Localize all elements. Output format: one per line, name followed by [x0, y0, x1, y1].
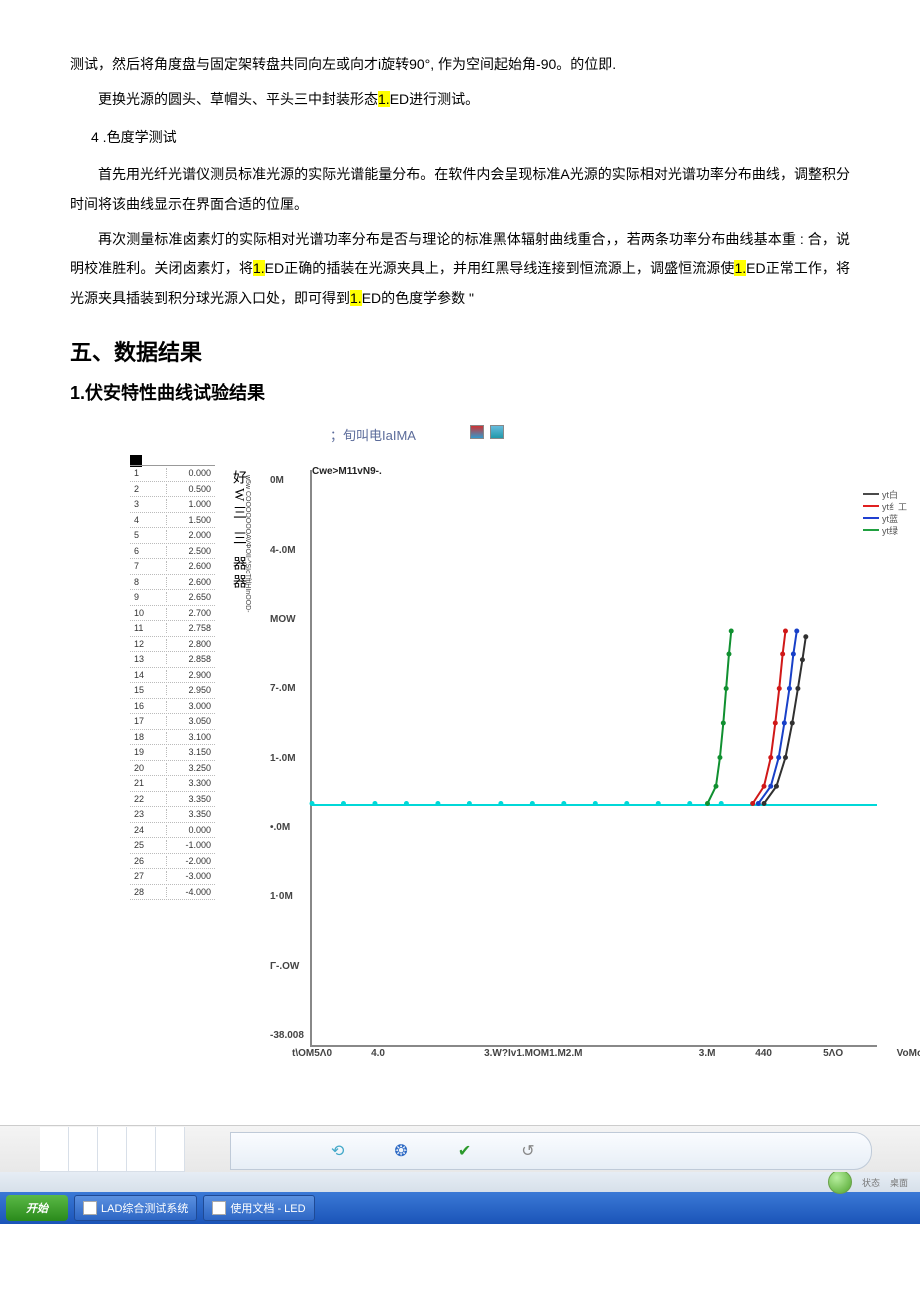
system-tray-row: 状态 桌面 — [0, 1172, 920, 1192]
table-row: 82.600 — [130, 575, 215, 591]
table-row: 193.150 — [130, 745, 215, 761]
side-data-table: 10.00020.50031.00041.50052.00062.50072.6… — [130, 465, 215, 900]
table-row: 92.650 — [130, 590, 215, 606]
chart-plot-area: Cwe>M11vN9-. yt白yt纟工yt蓝yt绿 0M4-.0MMOW7-.… — [310, 470, 877, 1047]
p5-b: ED正确的插装在光源夹具上，并用红黑导线连接到恒流源上，调盛恒流源使 — [265, 260, 735, 276]
p2-a: 更换光源的圆头、草帽头、平头三中封装形态 — [98, 91, 378, 107]
table-row: 20.500 — [130, 482, 215, 498]
chart-header-icons — [470, 425, 504, 439]
windows-taskbar: 开始 LAD综合测试系统 使用文档 - LED — [0, 1192, 920, 1224]
table-row: 25-1.000 — [130, 838, 215, 854]
vertical-text-sub: w5w COOOOOOOAVΦOII-^SIcTftlHInOOD- — [244, 475, 251, 612]
tray-text-1: 状态 — [862, 1176, 880, 1189]
p2-b: ED进行测试。 — [390, 91, 479, 107]
toolbar-icon-2[interactable]: ❂ — [394, 1141, 407, 1161]
empty-cells — [40, 1127, 185, 1172]
table-row: 26-2.000 — [130, 854, 215, 870]
toolbar-icon-4[interactable]: ↺ — [521, 1141, 534, 1161]
toolbar-icon-3[interactable]: ✔ — [458, 1141, 471, 1161]
table-row: 28-4.000 — [130, 885, 215, 901]
table-row: 31.000 — [130, 497, 215, 513]
app-toolbar-strip: ⟲ ❂ ✔ ↺ — [0, 1125, 920, 1172]
start-button[interactable]: 开始 — [6, 1195, 68, 1221]
table-row: 240.000 — [130, 823, 215, 839]
para-1: 测试，然后将角度盘与固定架转盘共同向左或向才i旋转90°, 作为空间起始角-90… — [70, 50, 850, 79]
table-row: 102.700 — [130, 606, 215, 622]
table-row: 112.758 — [130, 621, 215, 637]
pill-toolbar: ⟲ ❂ ✔ ↺ — [230, 1132, 872, 1170]
table-row: 223.350 — [130, 792, 215, 808]
taskbar-item-1-label: LAD综合测试系统 — [101, 1200, 188, 1216]
table-row: 213.300 — [130, 776, 215, 792]
chart-region: ；旬叫电IaIMA 10.00020.50031.00041.50052.000… — [70, 425, 850, 1095]
table-row: 183.100 — [130, 730, 215, 746]
chart-header-text: ；旬叫电IaIMA — [330, 425, 416, 444]
table-row: 52.000 — [130, 528, 215, 544]
para-2: 更换光源的圆头、草帽头、平头三中封装形态1.ED进行测试。 — [70, 85, 850, 114]
heading-5: 五、数据结果 — [70, 335, 850, 367]
tray-text-2: 桌面 — [890, 1176, 908, 1189]
sec4-num: 4 — [91, 129, 99, 145]
table-row: 173.050 — [130, 714, 215, 730]
table-row: 41.500 — [130, 513, 215, 529]
app-icon-1 — [83, 1201, 97, 1215]
chart-curves — [312, 470, 877, 1045]
p5-d: ED的色度学参数 " — [362, 290, 474, 306]
taskbar-item-1[interactable]: LAD综合测试系统 — [74, 1195, 197, 1221]
chart-icon-2[interactable] — [490, 425, 504, 439]
table-row: 10.000 — [130, 466, 215, 482]
table-row: 62.500 — [130, 544, 215, 560]
tray-orb-icon[interactable] — [828, 1170, 852, 1194]
para-5: 再次测量标准卤素灯的实际相对光谱功率分布是否与理论的标准黑体辐射曲线重合，，若两… — [70, 225, 850, 313]
heading-5-1: 1.伏安特性曲线试验结果 — [70, 379, 850, 405]
taskbar-item-2-label: 使用文档 - LED — [230, 1200, 305, 1216]
table-row: 142.900 — [130, 668, 215, 684]
os-chrome: ⟲ ❂ ✔ ↺ 状态 桌面 开始 LAD综合测试系统 使用文档 - LED — [0, 1125, 920, 1224]
table-row: 122.800 — [130, 637, 215, 653]
p5-hl3: 1. — [350, 290, 362, 306]
taskbar-item-2[interactable]: 使用文档 - LED — [203, 1195, 314, 1221]
table-row: 132.858 — [130, 652, 215, 668]
p5-hl2: 1. — [734, 260, 746, 276]
app-icon-2 — [212, 1201, 226, 1215]
table-row: 203.250 — [130, 761, 215, 777]
table-row: 163.000 — [130, 699, 215, 715]
table-row: 152.950 — [130, 683, 215, 699]
table-row: 72.600 — [130, 559, 215, 575]
x-axis-title: VoMoeM — [897, 1048, 920, 1059]
para-4: 首先用光纤光谱仪测员标准光源的实际光谱能量分布。在软件内会呈现标准A光源的实际相… — [70, 160, 850, 219]
table-row: 233.350 — [130, 807, 215, 823]
table-row: 27-3.000 — [130, 869, 215, 885]
section-4: 4 .色度学测试 — [91, 123, 850, 152]
chart-icon-1[interactable] — [470, 425, 484, 439]
toolbar-icon-1[interactable]: ⟲ — [331, 1141, 344, 1161]
p2-hl: 1. — [378, 91, 390, 107]
p5-hl1: 1. — [253, 260, 265, 276]
sec4-lbl: .色度学测试 — [99, 129, 177, 145]
